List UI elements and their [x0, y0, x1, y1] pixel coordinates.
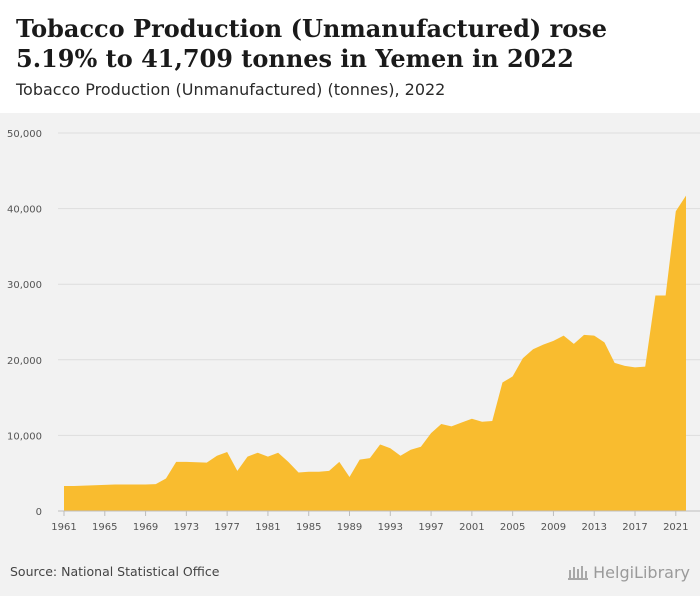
x-tick-label: 2021 — [663, 522, 688, 533]
library-icon — [568, 566, 589, 580]
x-tick-label: 2001 — [459, 522, 484, 533]
y-tick-label: 40,000 — [7, 205, 42, 216]
x-tick-label: 1997 — [418, 522, 443, 533]
header: Tobacco Production (Unmanufactured) rose… — [0, 0, 700, 113]
x-tick-label: 1989 — [337, 522, 362, 533]
x-tick-label: 1977 — [214, 522, 239, 533]
series-layer — [58, 195, 700, 512]
y-tick-label: 20,000 — [7, 356, 42, 367]
chart-subtitle: Tobacco Production (Unmanufactured) (ton… — [16, 80, 446, 99]
helgi-library-logo: HelgiLibrary — [567, 561, 690, 583]
y-tick-label: 30,000 — [7, 280, 42, 291]
x-tick-label: 1985 — [296, 522, 321, 533]
x-tick-label: 1969 — [133, 522, 158, 533]
x-tick-label: 2009 — [541, 522, 566, 533]
y-tick-label: 10,000 — [7, 431, 42, 442]
chart-title: Tobacco Production (Unmanufactured) rose… — [16, 14, 608, 73]
y-tick-label: 50,000 — [7, 129, 42, 140]
source-note: Source: National Statistical Office — [10, 564, 220, 579]
x-tick-label: 1981 — [255, 522, 280, 533]
x-tick-label: 2005 — [500, 522, 525, 533]
x-tick-label: 1993 — [378, 522, 403, 533]
y-axis-ticks: 0 10,000 20,000 30,000 40,000 50,000 — [7, 129, 42, 518]
y-tick-label: 0 — [36, 507, 42, 518]
x-axis-ticks: 1961 1965 1969 1973 1977 1981 1985 1989 1993 1997… — [51, 511, 689, 533]
x-tick-label: 1965 — [92, 522, 117, 533]
logo-text: HelgiLibrary — [593, 562, 690, 582]
x-tick-label: 2013 — [582, 522, 607, 533]
x-tick-label: 2017 — [622, 522, 647, 533]
series-area — [64, 195, 686, 511]
x-tick-label: 1973 — [174, 522, 199, 533]
x-tick-label: 1961 — [51, 522, 76, 533]
